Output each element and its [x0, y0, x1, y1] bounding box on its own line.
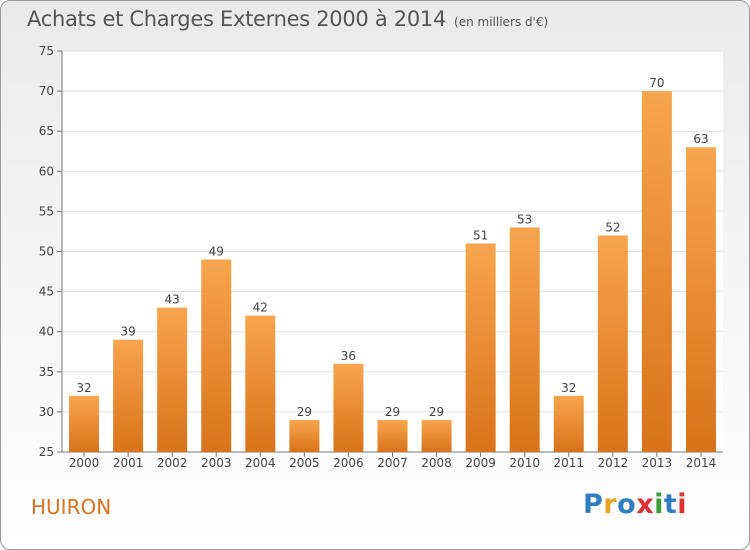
x-tick-label: 2004 [245, 456, 276, 470]
x-tick-label: 2014 [686, 456, 717, 470]
y-tick-label: 30 [39, 405, 54, 419]
logo-letter: o [617, 489, 637, 520]
bar-value-label: 43 [165, 293, 180, 307]
bar [553, 395, 584, 452]
bar-value-label: 39 [120, 325, 135, 339]
bar-value-label: 32 [561, 381, 576, 395]
bar [685, 147, 716, 453]
x-tick-label: 2007 [377, 456, 408, 470]
logo-letter: P [583, 489, 604, 520]
logo-letter: t [663, 489, 678, 520]
bar-value-label: 36 [341, 349, 356, 363]
bar [597, 235, 628, 452]
proxiti-logo: Proxiti [583, 489, 687, 520]
x-tick-label: 2012 [598, 456, 629, 470]
x-tick-label: 2005 [289, 456, 320, 470]
bar [333, 363, 364, 452]
x-tick-label: 2010 [509, 456, 540, 470]
logo-letter: i [677, 489, 688, 520]
x-tick-label: 2011 [553, 456, 584, 470]
logo-letter: i [654, 489, 664, 520]
bar [421, 419, 452, 452]
y-tick-label: 75 [39, 44, 54, 58]
bar-value-label: 29 [429, 405, 444, 419]
bar [641, 91, 672, 452]
bar-value-label: 52 [605, 220, 620, 234]
y-tick-label: 60 [39, 164, 54, 178]
bar-value-label: 53 [517, 212, 532, 226]
x-tick-label: 2006 [333, 456, 364, 470]
bar-value-label: 51 [473, 228, 488, 242]
x-tick-label: 2008 [421, 456, 452, 470]
bar-value-label: 63 [693, 132, 708, 146]
bar-value-label: 49 [209, 245, 224, 259]
bar [201, 259, 232, 452]
x-tick-label: 2013 [642, 456, 673, 470]
y-tick-label: 45 [39, 285, 54, 299]
y-tick-label: 50 [39, 245, 54, 259]
bar [69, 395, 100, 452]
x-tick-label: 2001 [113, 456, 144, 470]
y-tick-label: 25 [39, 445, 54, 459]
bar [289, 419, 320, 452]
bar-value-label: 29 [385, 405, 400, 419]
y-tick-label: 40 [39, 325, 54, 339]
bar [245, 315, 276, 452]
logo-letter: r [603, 489, 618, 520]
commune-name: HUIRON [31, 495, 112, 519]
y-tick-label: 55 [39, 204, 54, 218]
bar [113, 339, 144, 452]
y-tick-label: 35 [39, 365, 54, 379]
x-tick-label: 2003 [201, 456, 232, 470]
chart-subtitle: (en milliers d'€) [454, 15, 549, 29]
chart-title-text: Achats et Charges Externes 2000 à 2014 [27, 7, 447, 31]
bar [465, 243, 496, 452]
x-tick-label: 2000 [69, 456, 100, 470]
bar-value-label: 70 [649, 76, 664, 90]
x-tick-label: 2002 [157, 456, 188, 470]
bar [157, 307, 188, 452]
bar-value-label: 29 [297, 405, 312, 419]
y-tick-label: 70 [39, 84, 54, 98]
bar-value-label: 32 [76, 381, 91, 395]
y-tick-label: 65 [39, 124, 54, 138]
x-tick-label: 2009 [465, 456, 496, 470]
logo-letter: x [636, 489, 655, 520]
bar [377, 419, 408, 452]
chart-title: Achats et Charges Externes 2000 à 2014 (e… [27, 7, 548, 31]
bar [509, 227, 540, 452]
bar-value-label: 42 [253, 301, 268, 315]
